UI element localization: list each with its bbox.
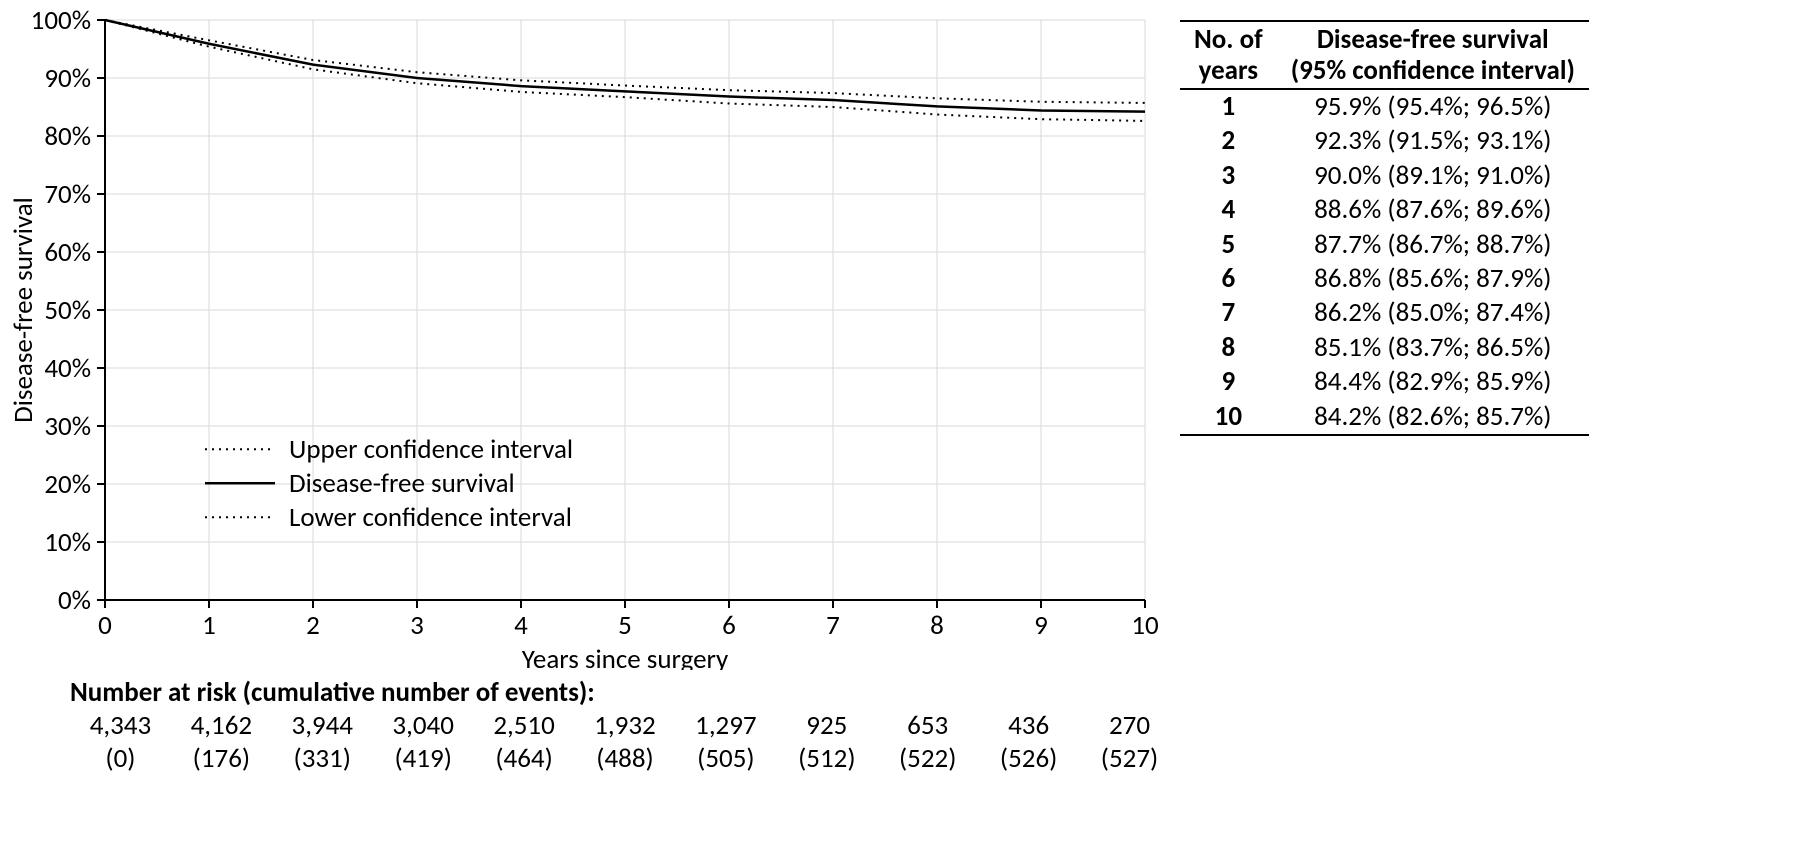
risk-row-atrisk: 4,3434,1623,9443,0402,5101,9321,29792565… bbox=[70, 709, 1180, 742]
svg-text:70%: 70% bbox=[44, 178, 91, 211]
svg-text:0%: 0% bbox=[58, 584, 91, 617]
th-years: No. ofyears bbox=[1180, 21, 1277, 89]
survival-table: No. ofyearsDisease-free survival(95% con… bbox=[1180, 20, 1589, 436]
risk-cell-atrisk: 270 bbox=[1079, 709, 1180, 742]
svg-text:9: 9 bbox=[1034, 609, 1048, 642]
td-dfs: 84.4% (82.9%; 85.9%) bbox=[1277, 365, 1589, 399]
svg-text:4: 4 bbox=[514, 609, 528, 642]
risk-cell-atrisk: 436 bbox=[978, 709, 1079, 742]
risk-cell-events: (512) bbox=[776, 742, 877, 775]
svg-text:10%: 10% bbox=[44, 526, 91, 559]
td-year: 7 bbox=[1180, 296, 1277, 330]
risk-row-events: (0)(176)(331)(419)(464)(488)(505)(512)(5… bbox=[70, 742, 1180, 775]
td-dfs: 95.9% (95.4%; 96.5%) bbox=[1277, 89, 1589, 124]
svg-text:100%: 100% bbox=[31, 10, 91, 37]
td-dfs: 86.2% (85.0%; 87.4%) bbox=[1277, 296, 1589, 330]
td-year: 10 bbox=[1180, 400, 1277, 435]
td-year: 1 bbox=[1180, 89, 1277, 124]
survival-chart: 0123456789100%10%20%30%40%50%60%70%80%90… bbox=[10, 10, 1160, 670]
risk-cell-atrisk: 4,343 bbox=[70, 709, 171, 742]
risk-table-title: Number at risk (cumulative number of eve… bbox=[70, 676, 1180, 709]
risk-cell-atrisk: 1,297 bbox=[675, 709, 776, 742]
svg-text:10: 10 bbox=[1131, 609, 1158, 642]
svg-text:6: 6 bbox=[722, 609, 736, 642]
svg-text:80%: 80% bbox=[44, 120, 91, 153]
risk-cell-events: (526) bbox=[978, 742, 1079, 775]
risk-cell-atrisk: 4,162 bbox=[171, 709, 272, 742]
risk-cell-events: (505) bbox=[675, 742, 776, 775]
td-year: 4 bbox=[1180, 193, 1277, 227]
chart-column: 0123456789100%10%20%30%40%50%60%70%80%90… bbox=[0, 0, 1180, 853]
td-dfs: 92.3% (91.5%; 93.1%) bbox=[1277, 124, 1589, 158]
risk-cell-atrisk: 3,040 bbox=[373, 709, 474, 742]
svg-text:5: 5 bbox=[618, 609, 632, 642]
svg-text:30%: 30% bbox=[44, 410, 91, 443]
risk-cell-atrisk: 3,944 bbox=[272, 709, 373, 742]
page-root: 0123456789100%10%20%30%40%50%60%70%80%90… bbox=[0, 0, 1812, 853]
svg-text:2: 2 bbox=[306, 609, 320, 642]
risk-cell-atrisk: 2,510 bbox=[474, 709, 575, 742]
td-year: 2 bbox=[1180, 124, 1277, 158]
svg-text:Years since surgery: Years since surgery bbox=[522, 643, 729, 670]
svg-text:20%: 20% bbox=[44, 468, 91, 501]
svg-text:7: 7 bbox=[826, 609, 840, 642]
svg-text:1: 1 bbox=[202, 609, 216, 642]
svg-text:90%: 90% bbox=[44, 62, 91, 95]
risk-cell-events: (522) bbox=[877, 742, 978, 775]
svg-text:50%: 50% bbox=[44, 294, 91, 327]
td-dfs: 87.7% (86.7%; 88.7%) bbox=[1277, 228, 1589, 262]
risk-cell-atrisk: 653 bbox=[877, 709, 978, 742]
svg-text:8: 8 bbox=[930, 609, 944, 642]
risk-cell-events: (0) bbox=[70, 742, 171, 775]
svg-text:60%: 60% bbox=[44, 236, 91, 269]
svg-text:0: 0 bbox=[98, 609, 112, 642]
td-dfs: 88.6% (87.6%; 89.6%) bbox=[1277, 193, 1589, 227]
risk-cell-events: (527) bbox=[1079, 742, 1180, 775]
svg-text:Lower confidence interval: Lower confidence interval bbox=[289, 501, 572, 534]
td-dfs: 85.1% (83.7%; 86.5%) bbox=[1277, 331, 1589, 365]
svg-text:Upper confidence interval: Upper confidence interval bbox=[289, 433, 573, 466]
td-year: 5 bbox=[1180, 228, 1277, 262]
svg-text:40%: 40% bbox=[44, 352, 91, 385]
td-year: 6 bbox=[1180, 262, 1277, 296]
svg-text:3: 3 bbox=[410, 609, 424, 642]
td-dfs: 86.8% (85.6%; 87.9%) bbox=[1277, 262, 1589, 296]
th-dfs: Disease-free survival(95% confidence int… bbox=[1277, 21, 1589, 89]
td-year: 8 bbox=[1180, 331, 1277, 365]
td-year: 9 bbox=[1180, 365, 1277, 399]
risk-cell-events: (464) bbox=[474, 742, 575, 775]
risk-cell-events: (419) bbox=[373, 742, 474, 775]
td-year: 3 bbox=[1180, 159, 1277, 193]
risk-table: Number at risk (cumulative number of eve… bbox=[70, 676, 1180, 775]
svg-text:Disease-free survival: Disease-free survival bbox=[289, 467, 515, 500]
risk-cell-atrisk: 925 bbox=[776, 709, 877, 742]
table-column: No. ofyearsDisease-free survival(95% con… bbox=[1180, 0, 1800, 853]
risk-cell-events: (488) bbox=[575, 742, 676, 775]
risk-cell-atrisk: 1,932 bbox=[575, 709, 676, 742]
td-dfs: 84.2% (82.6%; 85.7%) bbox=[1277, 400, 1589, 435]
risk-cell-events: (176) bbox=[171, 742, 272, 775]
risk-cell-events: (331) bbox=[272, 742, 373, 775]
svg-text:Disease-free survival: Disease-free survival bbox=[10, 197, 40, 423]
td-dfs: 90.0% (89.1%; 91.0%) bbox=[1277, 159, 1589, 193]
